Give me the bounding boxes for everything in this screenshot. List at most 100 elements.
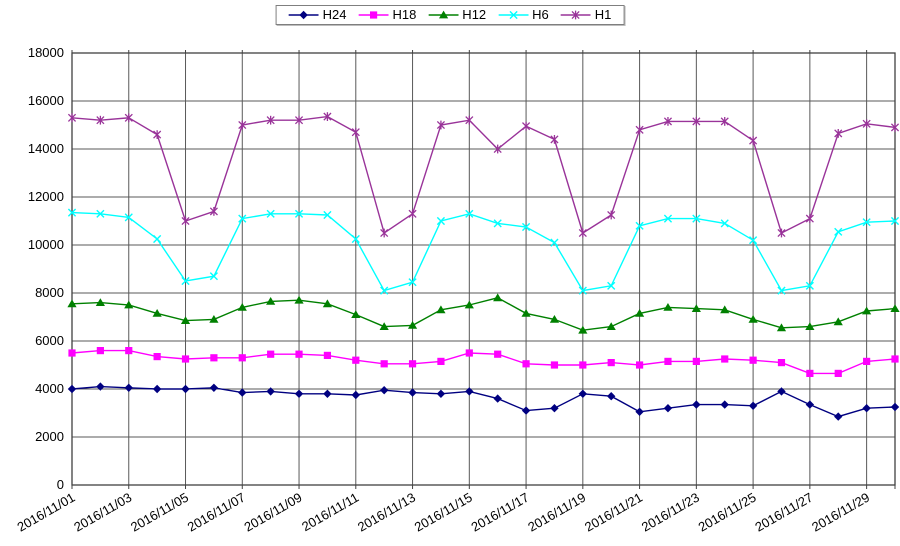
legend-marker-diamond-icon: [288, 10, 319, 20]
y-axis-label: 4000: [35, 381, 64, 396]
data-point-marker: [323, 351, 332, 359]
data-point-marker: [862, 306, 872, 315]
data-point-marker: [125, 347, 133, 355]
data-point-marker: [436, 305, 446, 314]
data-point-marker: [805, 214, 814, 223]
x-axis-label: 2016/11/11: [299, 490, 361, 535]
data-point-marker: [351, 127, 360, 137]
data-point-marker: [862, 218, 871, 227]
data-point-marker: [436, 120, 445, 130]
data-point-marker: [124, 213, 133, 222]
data-point-marker: [380, 360, 388, 368]
data-point-marker: [720, 117, 729, 126]
y-axis-label: 12000: [28, 189, 64, 204]
data-point-marker: [124, 383, 133, 392]
data-point-marker: [465, 387, 474, 396]
data-point-marker: [96, 382, 105, 391]
data-point-marker: [438, 10, 448, 19]
legend-item-H6: H6: [498, 7, 549, 23]
x-axis-label: 2016/11/05: [128, 490, 191, 535]
data-point-marker: [408, 360, 417, 368]
legend-label: H18: [392, 7, 417, 22]
data-point-marker: [509, 10, 518, 20]
y-axis-label: 6000: [35, 333, 64, 348]
data-point-marker: [607, 281, 616, 290]
series-line-H18: [71, 349, 896, 375]
data-point-marker: [237, 303, 247, 311]
legend-item-H12: H12: [428, 7, 486, 23]
data-point-marker: [522, 121, 531, 131]
chart-legend: H24 H18 H12 H6 H1: [275, 5, 625, 25]
data-point-marker: [153, 353, 161, 361]
data-point-marker: [891, 355, 899, 363]
data-point-marker: [407, 321, 418, 329]
series-line-H24: [71, 385, 896, 418]
plot-border: [71, 52, 896, 486]
data-point-marker: [152, 384, 162, 394]
data-point-marker: [578, 286, 587, 295]
series-line-H12: [71, 297, 896, 331]
data-point-marker: [862, 119, 871, 129]
data-point-marker: [299, 10, 308, 20]
data-point-marker: [294, 115, 304, 125]
data-point-marker: [777, 359, 786, 367]
data-point-marker: [323, 210, 332, 220]
data-point-marker: [266, 387, 275, 396]
series-markers-H24: [67, 382, 900, 421]
data-point-marker: [209, 383, 219, 392]
x-axis-label: 2016/11/15: [412, 490, 475, 535]
data-point-marker: [578, 228, 587, 238]
legend-label: H12: [462, 7, 487, 22]
series-line-H6: [71, 211, 896, 292]
x-axis-label: 2016/11/03: [71, 490, 134, 535]
data-point-marker: [550, 404, 559, 413]
data-point-marker: [408, 209, 417, 219]
data-point-marker: [692, 214, 701, 223]
data-point-marker: [522, 360, 530, 368]
legend-label: H24: [322, 7, 347, 22]
data-point-marker: [748, 401, 758, 410]
data-point-marker: [890, 402, 900, 412]
data-point-marker: [550, 361, 559, 369]
data-point-marker: [607, 359, 615, 367]
data-point-marker: [549, 315, 560, 323]
data-point-marker: [493, 394, 502, 403]
data-point-marker: [267, 350, 275, 358]
data-point-marker: [493, 144, 502, 154]
legend-item-H1: H1: [560, 7, 611, 23]
data-point-marker: [380, 228, 389, 238]
data-point-marker: [96, 209, 105, 218]
data-point-marker: [294, 209, 304, 218]
data-point-marker: [95, 298, 105, 306]
data-point-marker: [634, 309, 645, 317]
data-point-marker: [578, 325, 588, 334]
data-point-marker: [571, 10, 580, 20]
data-point-marker: [777, 286, 786, 295]
data-point-marker: [721, 355, 729, 363]
y-axis-label: 14000: [28, 141, 64, 156]
data-point-marker: [776, 323, 787, 332]
data-point-marker: [351, 390, 360, 400]
x-axis-label: 2016/11/09: [242, 490, 305, 535]
data-point-marker: [295, 350, 303, 358]
data-point-marker: [408, 388, 417, 397]
data-point-marker: [493, 219, 502, 228]
data-point-marker: [550, 238, 559, 247]
data-point-marker: [124, 300, 134, 309]
data-point-marker: [209, 315, 219, 323]
data-point-marker: [464, 300, 474, 309]
data-point-marker: [890, 123, 900, 132]
x-axis-label: 2016/11/29: [809, 490, 872, 535]
legend-marker-square-icon: [358, 11, 389, 19]
data-point-marker: [436, 216, 446, 226]
data-point-marker: [465, 349, 473, 357]
data-point-marker: [323, 112, 332, 121]
data-point-marker: [352, 356, 360, 364]
data-point-marker: [465, 209, 474, 218]
x-axis-label: 2016/11/13: [355, 490, 418, 535]
data-point-marker: [777, 228, 786, 238]
data-point-marker: [607, 210, 616, 220]
legend-item-H24: H24: [288, 7, 347, 23]
data-point-marker: [209, 272, 218, 281]
